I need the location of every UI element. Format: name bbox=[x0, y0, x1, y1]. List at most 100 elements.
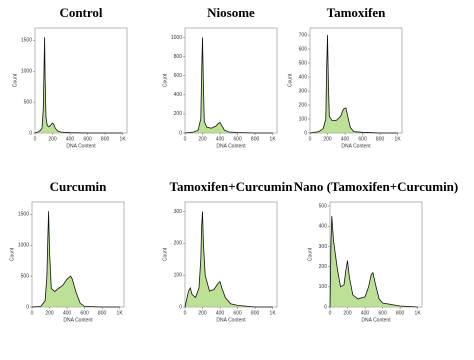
x-tick-label: 200 bbox=[198, 310, 207, 316]
histogram-line bbox=[184, 37, 273, 134]
x-tick-label: 1K bbox=[395, 136, 402, 142]
x-tick-label: 0 bbox=[309, 136, 312, 142]
x-axis-label: DNA Content bbox=[66, 143, 96, 149]
chart-title: Control bbox=[59, 5, 102, 20]
y-tick-label: 1000 bbox=[171, 35, 182, 41]
y-axis-label: Count bbox=[9, 247, 15, 261]
x-tick-label: 200 bbox=[323, 136, 332, 142]
histogram-line bbox=[31, 211, 120, 308]
y-tick-label: 0 bbox=[179, 130, 182, 136]
x-tick-label: 800 bbox=[396, 310, 405, 316]
x-tick-label: 400 bbox=[341, 136, 350, 142]
x-tick-label: 400 bbox=[216, 136, 225, 142]
y-tick-label: 500 bbox=[299, 60, 308, 66]
plot-frame bbox=[309, 27, 403, 134]
x-tick-label: 800 bbox=[251, 136, 260, 142]
x-tick-label: 600 bbox=[233, 310, 242, 316]
y-axis-label: Count bbox=[162, 247, 168, 261]
y-tick-label: 0 bbox=[179, 304, 182, 310]
chart-title: Curcumin bbox=[50, 179, 108, 194]
x-tick-label: 400 bbox=[66, 136, 75, 142]
x-tick-label: 1K bbox=[415, 310, 422, 316]
x-tick-label: 800 bbox=[98, 310, 107, 316]
y-tick-label: 300 bbox=[299, 88, 308, 94]
chart-title: Tamoxifen bbox=[327, 5, 387, 20]
x-tick-label: 400 bbox=[216, 310, 225, 316]
x-tick-label: 200 bbox=[45, 310, 54, 316]
x-tick-label: 0 bbox=[329, 310, 332, 316]
y-tick-label: 1000 bbox=[18, 243, 29, 249]
y-axis-label: Count bbox=[162, 73, 168, 87]
histogram-line bbox=[329, 216, 418, 308]
x-tick-label: 600 bbox=[80, 310, 89, 316]
x-tick-label: 600 bbox=[233, 136, 242, 142]
y-tick-label: 400 bbox=[319, 224, 328, 230]
x-tick-label: 400 bbox=[63, 310, 72, 316]
x-tick-label: 1K bbox=[120, 136, 127, 142]
plot-frame bbox=[34, 27, 128, 134]
x-tick-label: 800 bbox=[376, 136, 385, 142]
x-tick-label: 400 bbox=[361, 310, 370, 316]
y-axis-label: Count bbox=[307, 247, 313, 261]
y-axis-label: Count bbox=[287, 73, 293, 87]
y-tick-label: 0 bbox=[26, 304, 29, 310]
x-tick-label: 600 bbox=[378, 310, 387, 316]
plot-frame bbox=[184, 27, 278, 134]
y-tick-label: 1000 bbox=[21, 69, 32, 75]
y-tick-label: 100 bbox=[319, 284, 328, 290]
x-axis-label: DNA Content bbox=[361, 317, 391, 323]
histogram-area bbox=[35, 37, 123, 133]
y-tick-label: 100 bbox=[174, 273, 183, 279]
y-tick-label: 500 bbox=[24, 99, 33, 105]
chart-title: Tamoxifen+Curcumin bbox=[170, 179, 294, 194]
y-tick-label: 500 bbox=[21, 273, 30, 279]
chart-title: Nano (Tamoxifen+Curcumin) bbox=[294, 179, 459, 194]
y-tick-label: 200 bbox=[299, 102, 308, 108]
x-tick-label: 800 bbox=[101, 136, 110, 142]
y-tick-label: 0 bbox=[304, 130, 307, 136]
x-tick-label: 0 bbox=[34, 136, 37, 142]
y-tick-label: 1500 bbox=[21, 38, 32, 44]
x-axis-label: DNA Content bbox=[63, 317, 93, 323]
y-tick-label: 700 bbox=[299, 32, 308, 38]
y-tick-label: 400 bbox=[174, 92, 183, 98]
x-tick-label: 1K bbox=[270, 310, 277, 316]
y-tick-label: 0 bbox=[324, 304, 327, 310]
y-tick-label: 300 bbox=[174, 209, 183, 215]
histogram-area bbox=[330, 216, 418, 307]
chart-title: Niosome bbox=[207, 5, 255, 20]
histogram-line bbox=[184, 211, 273, 308]
x-tick-label: 800 bbox=[251, 310, 260, 316]
x-axis-label: DNA Content bbox=[216, 143, 246, 149]
x-tick-label: 600 bbox=[358, 136, 367, 142]
y-tick-label: 600 bbox=[299, 46, 308, 52]
y-tick-label: 300 bbox=[319, 244, 328, 250]
x-tick-label: 0 bbox=[184, 136, 187, 142]
y-tick-label: 1500 bbox=[18, 212, 29, 218]
y-tick-label: 600 bbox=[174, 73, 183, 79]
x-axis-label: DNA Content bbox=[341, 143, 371, 149]
x-tick-label: 200 bbox=[48, 136, 57, 142]
histogram-line bbox=[34, 37, 123, 134]
x-tick-label: 0 bbox=[31, 310, 34, 316]
histogram-area bbox=[310, 35, 398, 133]
x-tick-label: 600 bbox=[83, 136, 92, 142]
y-tick-label: 500 bbox=[319, 203, 328, 209]
x-tick-label: 200 bbox=[343, 310, 352, 316]
y-tick-label: 200 bbox=[174, 241, 183, 247]
y-tick-label: 200 bbox=[174, 111, 183, 117]
histogram-area bbox=[185, 37, 273, 133]
x-tick-label: 200 bbox=[198, 136, 207, 142]
y-tick-label: 200 bbox=[319, 264, 328, 270]
y-tick-label: 400 bbox=[299, 74, 308, 80]
x-tick-label: 0 bbox=[184, 310, 187, 316]
x-tick-label: 1K bbox=[117, 310, 124, 316]
x-tick-label: 1K bbox=[270, 136, 277, 142]
y-tick-label: 800 bbox=[174, 54, 183, 60]
x-axis-label: DNA Content bbox=[216, 317, 246, 323]
y-tick-label: 0 bbox=[29, 130, 32, 136]
y-tick-label: 100 bbox=[299, 116, 308, 122]
histogram-line bbox=[309, 34, 398, 134]
histogram-area bbox=[185, 211, 273, 307]
